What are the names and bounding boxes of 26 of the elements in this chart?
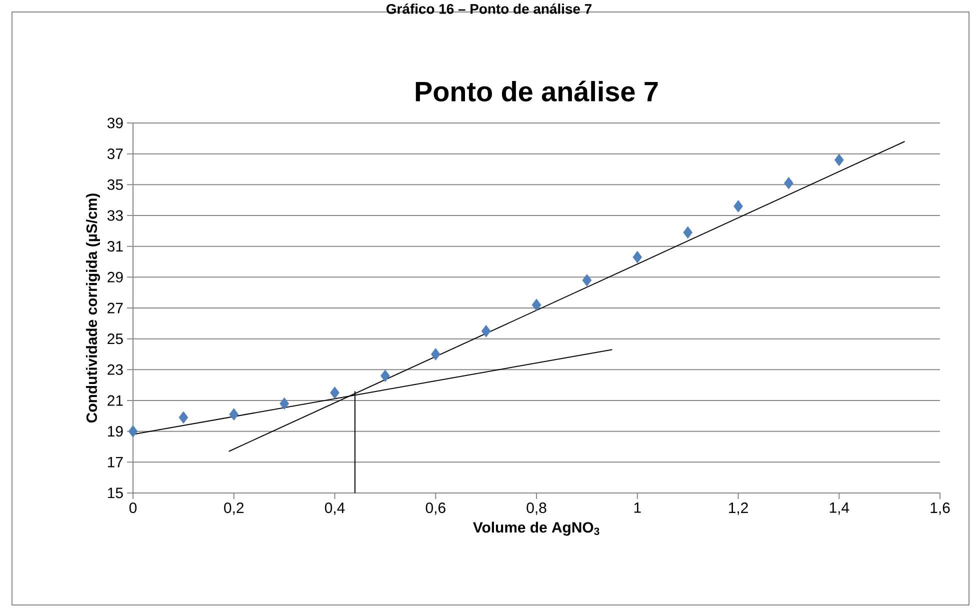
y-tick-label: 27	[108, 302, 123, 314]
x-tick-label: 0,8	[526, 502, 546, 515]
y-tick-label: 31	[107, 241, 123, 252]
x-tick-label: 1,4	[830, 502, 850, 515]
y-tick-label: 23	[108, 364, 123, 375]
x-tick-label: 0,6	[426, 502, 446, 515]
y-tick-label: 35	[107, 179, 123, 190]
y-tick-label: 39	[107, 118, 123, 128]
x-tick-label: 1,6	[930, 502, 950, 515]
x-tick-label: 0,4	[324, 502, 345, 515]
chart-subtitle: Gráfico 16 – Ponto de análise 7	[386, 4, 592, 14]
x-tick-label: 0,2	[224, 502, 244, 515]
x-tick-label: 1	[634, 502, 641, 513]
x-tick-label: 1,2	[729, 502, 748, 515]
chart-title: Ponto de análise 7	[416, 80, 658, 102]
y-tick-label: 17	[108, 457, 123, 468]
y-axis-title: Condutividade corrigida (µS/cm)	[86, 194, 100, 423]
y-tick-label: 25	[108, 334, 123, 344]
y-tick-label: 37	[107, 148, 123, 160]
y-tick-label: 29	[108, 272, 123, 282]
y-tick-label: 19	[108, 426, 123, 437]
x-axis-title: Volume de AgNO$_{3}$	[472, 522, 600, 536]
y-tick-label: 33	[107, 210, 123, 221]
y-tick-label: 15	[108, 488, 123, 498]
y-tick-label: 21	[108, 395, 123, 406]
x-tick-label: 0	[129, 502, 137, 514]
